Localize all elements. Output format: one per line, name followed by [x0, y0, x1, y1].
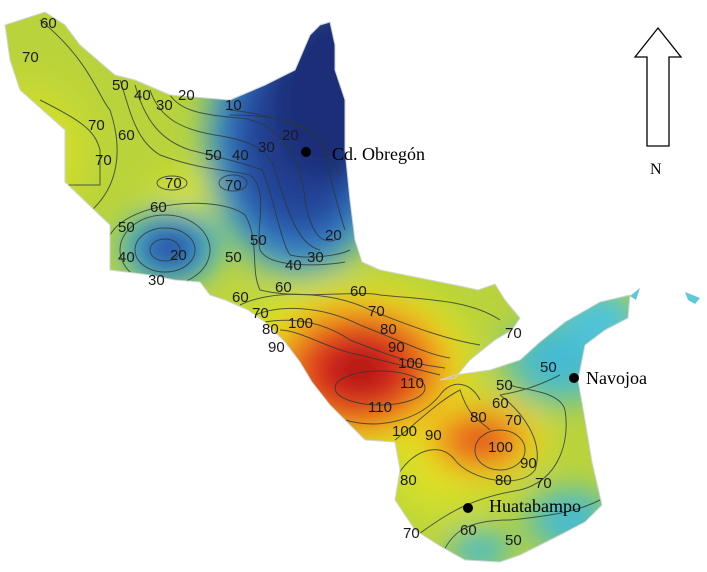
contour-label: 50: [496, 377, 513, 394]
contour-label: 90: [520, 455, 537, 472]
contour-label: 90: [388, 339, 405, 356]
contour-lines: [39, 19, 601, 561]
contour-label: 50: [118, 219, 135, 236]
contour-label: 10: [225, 97, 242, 114]
contour-label: 20: [170, 247, 187, 264]
contour-label: 40: [285, 257, 302, 274]
contour-label: 100: [398, 355, 423, 372]
north-arrow-icon: [633, 26, 683, 147]
contour-label: 50: [205, 147, 222, 164]
contour-label: 100: [392, 423, 417, 440]
contour-label: 70: [403, 525, 420, 542]
city-huatabampo[interactable]: Huatabampo: [463, 496, 581, 516]
contour-label: 60: [492, 395, 509, 412]
contour-label: 50: [540, 359, 557, 376]
city-label: Huatabampo: [489, 496, 581, 516]
city-marker-icon: [301, 147, 311, 157]
contour-label: 50: [225, 249, 242, 266]
contour-label: 60: [232, 289, 249, 306]
contour-label: 60: [118, 127, 135, 144]
contour-label: 90: [425, 427, 442, 444]
island-fragments: [630, 288, 700, 304]
contour-label: 70: [505, 325, 522, 342]
contour-label: 20: [282, 127, 299, 144]
contour-label: 80: [262, 321, 279, 338]
contour-label: 40: [134, 87, 151, 104]
contour-label: 110: [400, 375, 424, 392]
contour-label: 80: [380, 321, 397, 338]
contour-label: 70: [165, 175, 182, 192]
city-navojoa[interactable]: Navojoa: [569, 368, 647, 388]
contour-label: 70: [22, 49, 39, 66]
contour-label: 70: [505, 412, 522, 429]
contour-label: 100: [288, 315, 313, 332]
contour-label: 70: [88, 117, 105, 134]
city-cd-obregon[interactable]: Cd. Obregón: [301, 144, 425, 164]
contour-label: 40: [118, 249, 135, 266]
contour-label: 50: [112, 77, 129, 94]
contour-label: 70: [535, 475, 552, 492]
contour-label: 70: [368, 303, 385, 320]
contour-label: 60: [350, 283, 367, 300]
contour-label: 80: [470, 409, 487, 426]
contour-label: 20: [325, 227, 342, 244]
contour-label: 90: [268, 339, 285, 356]
contour-label: 20: [178, 87, 195, 104]
contour-label: 80: [495, 472, 512, 489]
contour-label: 110: [368, 399, 392, 416]
city-label: Cd. Obregón: [332, 144, 425, 164]
north-arrow: N: [633, 26, 683, 178]
contour-label: 80: [400, 472, 417, 489]
city-label: Navojoa: [586, 368, 647, 388]
contour-label: 40: [232, 147, 249, 164]
contour-label: 50: [250, 232, 267, 249]
contour-label: 30: [148, 272, 165, 289]
contour-label: 30: [156, 97, 173, 114]
contour-label: 60: [40, 15, 57, 32]
city-marker-icon: [569, 373, 579, 383]
city-marker-icon: [463, 503, 473, 513]
contour-label: 30: [258, 139, 275, 156]
contour-label: 70: [225, 177, 242, 194]
contour-label: 100: [488, 439, 513, 456]
contour-label: 70: [252, 305, 269, 322]
north-label: N: [650, 161, 662, 178]
contour-label: 60: [150, 199, 167, 216]
contour-label: 70: [95, 152, 112, 169]
contour-label: 30: [307, 249, 324, 266]
contour-label: 60: [275, 279, 292, 296]
contour-label: 60: [460, 522, 477, 539]
contour-label: 50: [505, 532, 522, 549]
